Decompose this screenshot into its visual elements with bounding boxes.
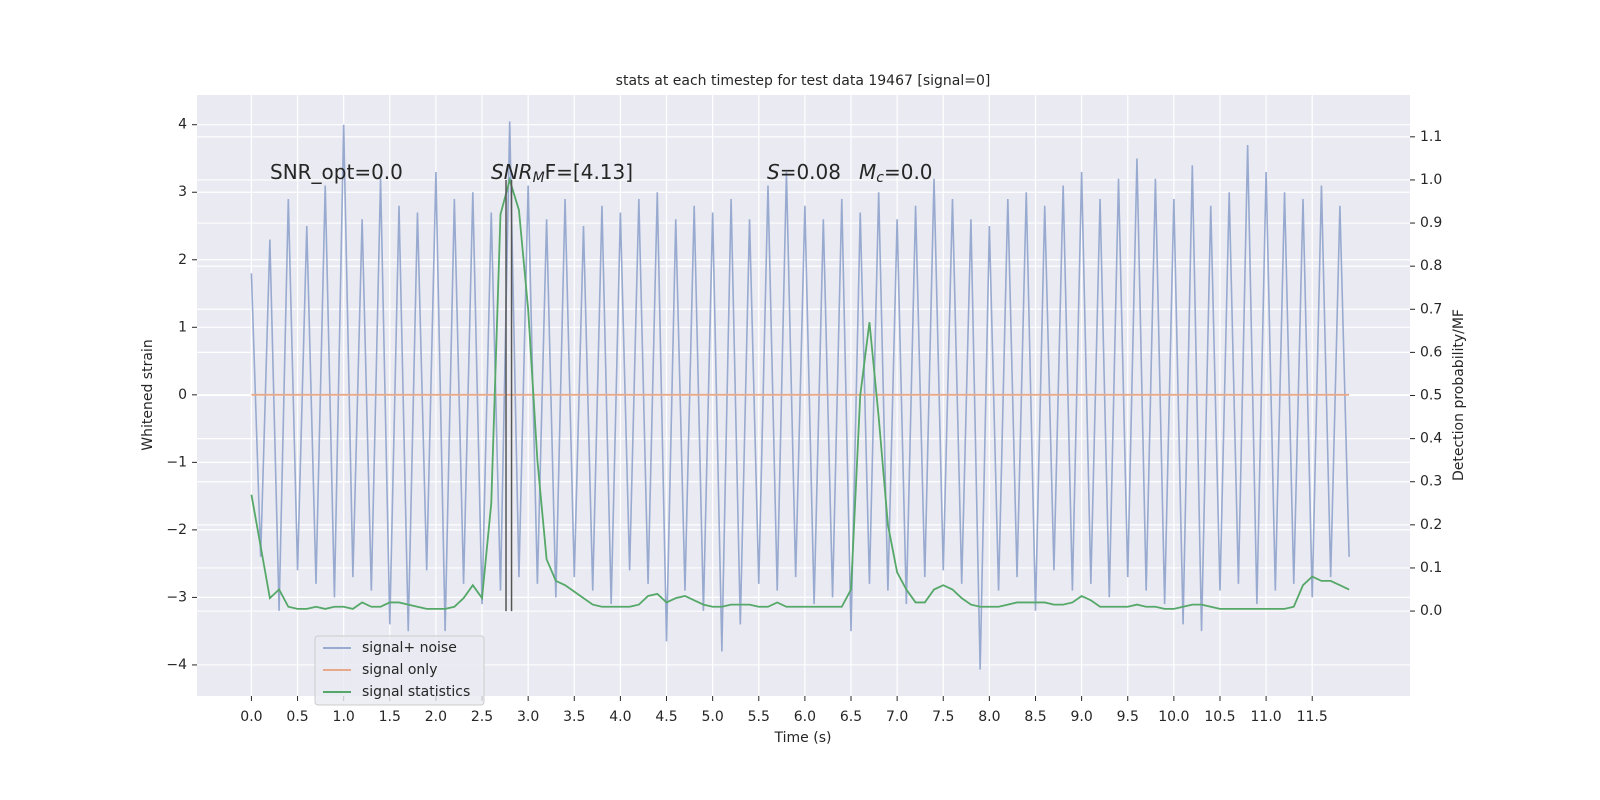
y2-tick-label: 0.8 [1420,258,1442,274]
marks [250,121,1350,670]
y-tick-label: 3 [178,184,187,200]
y2-tick-label: 0.0 [1420,603,1442,619]
x-tick-label: 5.5 [748,709,770,725]
y2-tick-label: 0.6 [1420,344,1442,360]
x-tick-label: 1.5 [379,709,401,725]
annotation-part: SNR_opt=0.0 [270,160,403,184]
legend-label: signal only [362,662,437,678]
x-tick-label: 7.5 [932,709,954,725]
x-tick-label: 8.5 [1024,709,1046,725]
y-tick-label: 1 [178,319,187,335]
x-tick-label: 10.0 [1158,709,1189,725]
x-tick-label: 4.5 [655,709,677,725]
annotation-part: S [767,160,780,184]
y2-tick-label: 0.7 [1420,301,1442,317]
x-tick-label: 6.5 [840,709,862,725]
annotation: S=0.08 [767,160,841,184]
x-tick-label: 9.0 [1070,709,1092,725]
y2-tick-label: 1.1 [1420,129,1442,145]
legend-box [314,635,485,706]
y-tick-label: −1 [166,454,187,470]
y2-tick-label: 0.2 [1420,517,1442,533]
x-tick-label: 10.5 [1204,709,1235,725]
y-tick-label: −4 [166,657,187,673]
annotation: SNRMF=[4.13] [491,160,633,187]
x-axis-label: Time (s) [774,730,832,746]
y2-tick-label: 0.1 [1420,560,1442,576]
y-tick-label: 4 [178,117,187,133]
annotation-part: M [859,160,876,184]
y-tick-label: 0 [178,387,187,403]
series-line [250,176,1350,610]
annotation-part: F=[4.13] [545,160,633,184]
annotation-part: SNR [491,160,533,184]
x-tick-label: 2.0 [425,709,447,725]
y2-tick-label: 0.5 [1420,388,1442,404]
x-tick-label: 0.5 [286,709,308,725]
y2-tick-label: 0.9 [1420,215,1442,231]
y2-tick-label: 0.3 [1420,474,1442,490]
x-tick-label: 5.0 [702,709,724,725]
x-tick-label: 3.5 [563,709,585,725]
annotation: Mc=0.0 [859,160,933,187]
y2-tick-label: 0.4 [1420,431,1442,447]
annotation: SNR_opt=0.0 [270,160,403,184]
x-tick-label: 1.0 [333,709,355,725]
x-tick-label: 8.0 [978,709,1000,725]
legend-label: signal statistics [362,684,470,700]
x-tick-label: 7.0 [886,709,908,725]
x-tick-label: 9.5 [1117,709,1139,725]
x-tick-label: 11.0 [1251,709,1282,725]
y2-axis-label: Detection probability/MF [1451,309,1467,481]
x-tick-label: 2.5 [471,709,493,725]
x-tick-label: 0.0 [240,709,262,725]
x-tick-label: 3.0 [517,709,539,725]
annotation-part: c [876,170,884,186]
x-tick-label: 4.0 [609,709,631,725]
annotation-part: =0.0 [884,160,933,184]
y-tick-label: −2 [166,522,187,538]
legend: signal+ noise signal only signal statistic… [314,635,485,706]
y-tick-label: 2 [178,252,187,268]
x-tick-label: 11.5 [1297,709,1328,725]
series-line [250,121,1350,670]
annotation-part: =0.08 [780,160,841,184]
y-tick-label: −3 [166,589,187,605]
y2-tick-label: 1.0 [1420,172,1442,188]
x-tick-label: 6.0 [794,709,816,725]
chart-title: stats at each timestep for test data 194… [616,73,991,89]
labels: 0.0 0.5 1.0 1.5 2.0 2.5 3.0 3.5 4.0 4.5 5.0 5.5 6.0 6… [166,117,1442,725]
annotation-part: M [533,170,545,186]
y-axis-label: Whitened strain [140,339,156,450]
legend-label: signal+ noise [362,640,457,656]
